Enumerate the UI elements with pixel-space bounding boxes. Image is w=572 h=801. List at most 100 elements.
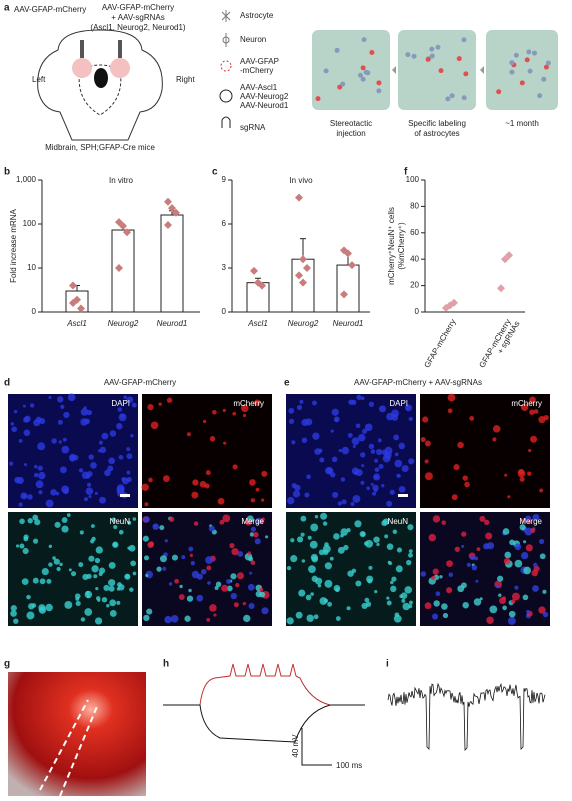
cell xyxy=(97,449,102,453)
cell xyxy=(300,515,307,522)
cell xyxy=(433,600,440,607)
cell xyxy=(131,402,137,408)
cell xyxy=(312,400,317,406)
cell xyxy=(188,546,194,552)
data-point xyxy=(295,271,303,280)
cell xyxy=(54,521,61,528)
cell xyxy=(318,549,325,556)
cell xyxy=(398,442,406,450)
cell xyxy=(292,490,301,498)
cell xyxy=(88,555,95,562)
cell xyxy=(425,56,431,62)
cell xyxy=(101,597,108,603)
cell xyxy=(489,605,498,614)
cell xyxy=(463,71,469,77)
cell xyxy=(150,421,159,430)
cell xyxy=(290,555,298,563)
cell xyxy=(56,566,61,572)
cell xyxy=(312,432,320,440)
cell xyxy=(260,498,265,502)
cell xyxy=(232,464,238,470)
cell xyxy=(143,555,150,561)
cell xyxy=(122,477,129,485)
cell xyxy=(360,76,366,82)
cell xyxy=(141,483,149,491)
panel-letter: i xyxy=(386,659,389,670)
cell xyxy=(378,405,387,413)
cell xyxy=(128,544,136,552)
cell xyxy=(319,597,328,605)
cell xyxy=(361,602,368,610)
scale-bar xyxy=(398,494,408,497)
cell xyxy=(408,549,413,554)
cell xyxy=(94,617,103,625)
cell xyxy=(106,604,110,608)
cell xyxy=(503,557,511,565)
data-point xyxy=(497,284,505,293)
cell xyxy=(466,562,471,567)
panel-letter: a xyxy=(4,3,10,14)
label: Left xyxy=(32,75,46,84)
cell xyxy=(80,408,89,416)
cell xyxy=(364,597,370,603)
cell xyxy=(156,566,162,572)
cell xyxy=(13,409,18,414)
cell xyxy=(390,580,394,585)
cell xyxy=(70,571,77,577)
cell xyxy=(542,611,549,618)
cell xyxy=(142,535,149,542)
cell xyxy=(250,498,256,503)
cell xyxy=(20,492,28,500)
cell xyxy=(32,577,39,584)
y-tick-label: 60 xyxy=(410,228,419,237)
data-point xyxy=(348,261,356,270)
x-tick-label: Ascl1 xyxy=(66,319,87,328)
cell xyxy=(340,81,346,87)
cell xyxy=(322,521,328,526)
cell xyxy=(67,393,76,402)
cell xyxy=(129,587,134,592)
cell xyxy=(86,573,92,579)
y-tick-label: 100 xyxy=(406,175,420,184)
cell xyxy=(261,517,265,521)
cell xyxy=(373,473,381,481)
cell xyxy=(324,562,332,570)
cell xyxy=(387,560,391,564)
cell xyxy=(181,555,186,560)
cell xyxy=(191,491,199,499)
step-box xyxy=(312,30,390,110)
cell xyxy=(453,464,460,471)
cell xyxy=(31,603,37,608)
cell xyxy=(84,608,93,616)
cell xyxy=(384,534,389,539)
cell xyxy=(447,408,453,414)
panel-letter: d xyxy=(4,378,10,389)
cell xyxy=(68,568,72,572)
cell xyxy=(333,584,341,592)
cell xyxy=(461,544,465,548)
cell xyxy=(144,502,149,507)
cell xyxy=(33,419,41,427)
cell xyxy=(485,532,493,540)
cell xyxy=(509,60,515,66)
cell xyxy=(61,445,70,454)
cell xyxy=(38,471,46,480)
cell xyxy=(120,413,125,418)
cell xyxy=(496,575,504,582)
cell xyxy=(330,429,334,433)
cell xyxy=(78,468,84,473)
cell xyxy=(109,430,117,437)
panel-letter: f xyxy=(404,167,408,178)
cell xyxy=(486,542,495,550)
cell xyxy=(484,519,490,526)
cell xyxy=(324,579,333,588)
cell xyxy=(543,64,549,70)
cell xyxy=(215,581,222,588)
cell xyxy=(429,46,435,52)
cell xyxy=(39,418,46,425)
cell xyxy=(370,449,376,454)
cell xyxy=(249,479,256,486)
cell xyxy=(319,457,325,463)
panel-title: AAV-GFAP-mCherry + AAV-sgRNAs xyxy=(354,378,482,387)
cell xyxy=(382,454,391,463)
